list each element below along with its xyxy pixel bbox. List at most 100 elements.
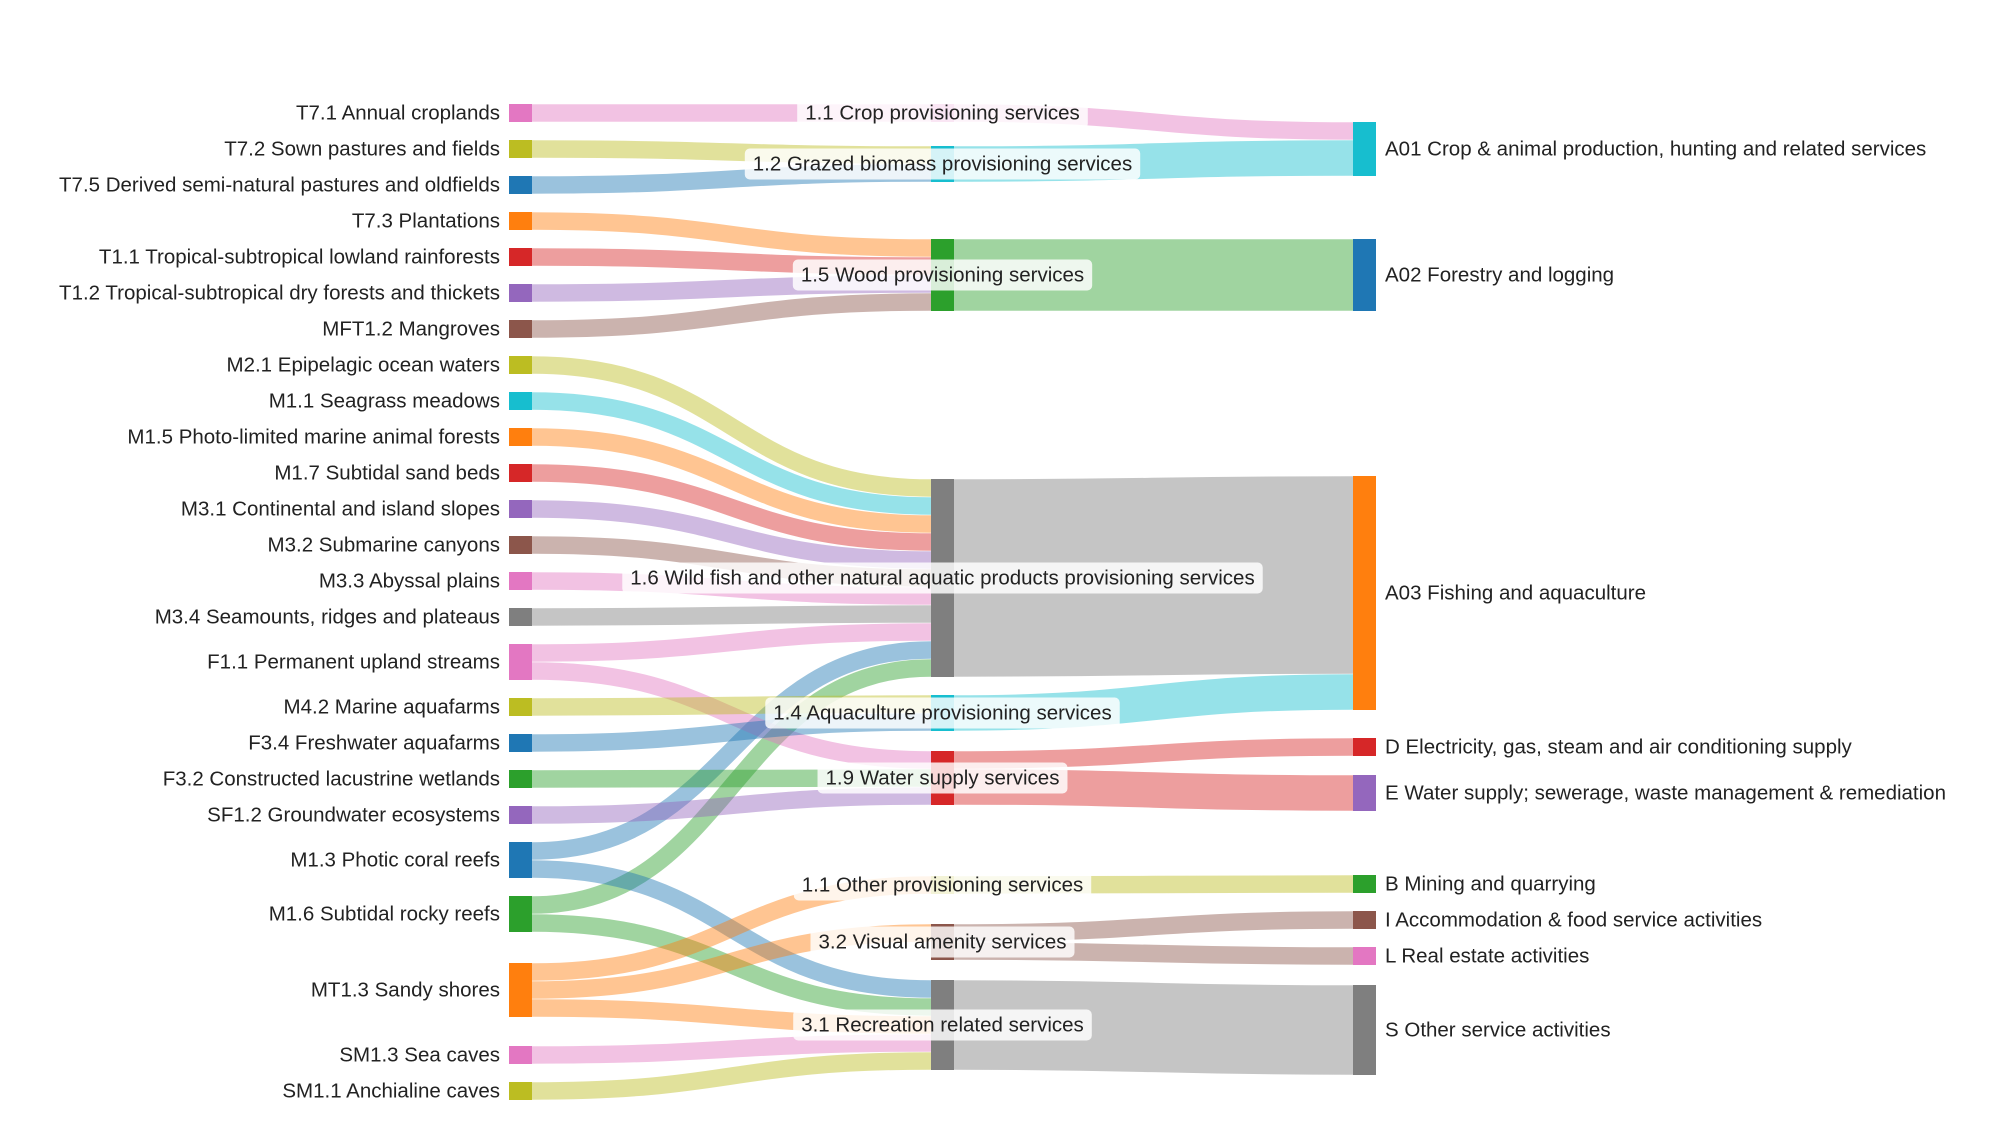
label-s31: 3.1 Recreation related services [801, 1014, 1084, 1037]
node-sm11 [509, 1082, 532, 1100]
node-t71 [509, 104, 532, 122]
label-s: S Other service activities [1385, 1019, 1611, 1042]
node-a03 [1353, 476, 1376, 710]
node-l [1353, 947, 1376, 965]
label-a02: A02 Forestry and logging [1385, 264, 1614, 287]
node-m13 [509, 842, 532, 878]
label-bg-s11o [793, 869, 1092, 901]
flow-link-m11-to-s16 [531, 392, 932, 515]
node-m31 [509, 500, 532, 518]
label-t71: T7.1 Annual croplands [296, 102, 500, 125]
node-m33 [509, 572, 532, 590]
node-m32 [509, 536, 532, 554]
label-t75: T7.5 Derived semi-natural pastures and o… [59, 174, 500, 197]
label-s11o: 1.1 Other provisioning services [802, 874, 1083, 897]
node-t11 [509, 248, 532, 266]
label-bg-s31 [793, 1009, 1092, 1041]
label-t11: T1.1 Tropical-subtropical lowland rainfo… [99, 246, 500, 269]
label-m34: M3.4 Seamounts, ridges and plateaus [155, 606, 500, 629]
label-m32: M3.2 Submarine canyons [268, 534, 500, 557]
flow-link-f11-to-s16 [531, 623, 932, 662]
node-d [1353, 738, 1376, 756]
flow-link-m13-to-s16 [531, 641, 932, 860]
label-s12: 1.2 Grazed biomass provisioning services [753, 153, 1132, 176]
label-bg-s11c [797, 97, 1088, 129]
label-bg-s12 [744, 148, 1141, 180]
node-sm13 [509, 1046, 532, 1064]
flow-link-m16-to-s31 [531, 914, 932, 1016]
node-t73 [509, 212, 532, 230]
label-t12: T1.2 Tropical-subtropical dry forests an… [59, 282, 500, 305]
flow-link-m13-to-s31 [531, 860, 932, 998]
node-m16 [509, 896, 532, 932]
node-t72 [509, 140, 532, 158]
label-e: E Water supply; sewerage, waste manageme… [1385, 782, 1946, 805]
node-s [1353, 985, 1376, 1075]
label-mt13: MT1.3 Sandy shores [311, 979, 500, 1002]
flow-link-m31-to-s16 [531, 500, 932, 569]
label-d: D Electricity, gas, steam and air condit… [1385, 736, 1853, 759]
label-sm13: SM1.3 Sea caves [339, 1044, 500, 1067]
label-s11c: 1.1 Crop provisioning services [805, 102, 1080, 125]
label-m21: M2.1 Epipelagic ocean waters [227, 354, 501, 377]
label-a03: A03 Fishing and aquaculture [1385, 582, 1646, 605]
flow-link-m34-to-s16 [531, 605, 932, 626]
label-i: I Accommodation & food service activitie… [1385, 909, 1762, 932]
label-t73: T7.3 Plantations [352, 210, 500, 233]
node-m34 [509, 608, 532, 626]
node-m21 [509, 356, 532, 374]
label-s32: 3.2 Visual amenity services [818, 931, 1066, 954]
node-f32 [509, 770, 532, 788]
node-a01 [1353, 122, 1376, 176]
flow-link-sm11-to-s31 [531, 1052, 932, 1100]
node-m11 [509, 392, 532, 410]
label-bg-s32 [810, 926, 1075, 958]
label-m33: M3.3 Abyssal plains [319, 570, 500, 593]
label-bg-s14 [765, 697, 1120, 729]
flow-link-m15-to-s16 [531, 428, 932, 533]
label-m11: M1.1 Seagrass meadows [269, 390, 500, 413]
node-e [1353, 775, 1376, 811]
node-a02 [1353, 239, 1376, 311]
flow-link-m16-to-s16 [531, 659, 932, 914]
label-s16: 1.6 Wild fish and other natural aquatic … [630, 567, 1254, 590]
node-f34 [509, 734, 532, 752]
flow-link-mft12-to-s15 [531, 293, 932, 338]
node-labels: T7.1 Annual croplands T7.2 Sown pastures … [59, 97, 1946, 1103]
flow-link-m21-to-s16 [531, 356, 932, 497]
flow-link-s19-to-d [953, 738, 1354, 769]
label-sf12: SF1.2 Groundwater ecosystems [207, 804, 500, 827]
node-f11 [509, 644, 532, 680]
label-a01: A01 Crop & animal production, hunting an… [1385, 138, 1926, 161]
label-bg-s16 [622, 562, 1263, 594]
label-m17: M1.7 Subtidal sand beds [274, 462, 500, 485]
label-s19: 1.9 Water supply services [826, 767, 1060, 790]
node-m15 [509, 428, 532, 446]
label-mft12: MFT1.2 Mangroves [322, 318, 500, 341]
label-s14: 1.4 Aquaculture provisioning services [773, 702, 1111, 725]
label-f34: F3.4 Freshwater aquafarms [248, 732, 500, 755]
label-m42: M4.2 Marine aquafarms [284, 696, 500, 719]
flow-link-f11-to-s19 [531, 662, 932, 769]
label-m15: M1.5 Photo-limited marine animal forests [127, 426, 500, 449]
label-b: B Mining and quarrying [1385, 873, 1596, 896]
label-t72: T7.2 Sown pastures and fields [224, 138, 500, 161]
label-f11: F1.1 Permanent upland streams [207, 651, 500, 674]
label-m16: M1.6 Subtidal rocky reefs [269, 903, 500, 926]
label-f32: F3.2 Constructed lacustrine wetlands [163, 768, 500, 791]
flow-link-sm13-to-s31 [531, 1034, 932, 1064]
label-s15: 1.5 Wood provisioning services [801, 264, 1084, 287]
label-sm11: SM1.1 Anchialine caves [282, 1080, 500, 1103]
flow-link-m17-to-s16 [531, 464, 932, 551]
label-l: L Real estate activities [1385, 945, 1589, 968]
node-mt13 [509, 963, 532, 1017]
node-t12 [509, 284, 532, 302]
node-m17 [509, 464, 532, 482]
node-m42 [509, 698, 532, 716]
flow-link-t73-to-s15 [531, 212, 932, 257]
node-sf12 [509, 806, 532, 824]
label-bg-s15 [792, 259, 1093, 291]
label-m13: M1.3 Photic coral reefs [290, 849, 500, 872]
label-m31: M3.1 Continental and island slopes [181, 498, 500, 521]
